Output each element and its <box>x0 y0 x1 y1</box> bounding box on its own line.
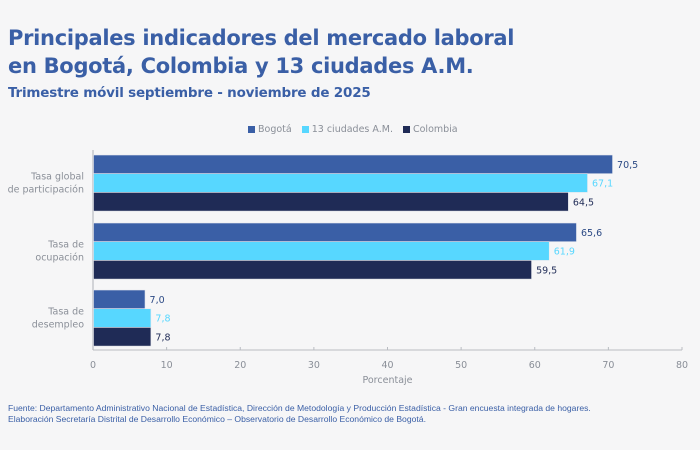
x-tick-label: 60 <box>529 360 541 371</box>
chart-title-line1: Principales indicadores del mercado labo… <box>8 26 515 50</box>
x-axis-title: Porcentaje <box>362 375 412 386</box>
bar-colombia <box>93 327 152 347</box>
bar-colombia <box>93 192 569 212</box>
bar-bogot- <box>93 289 146 310</box>
legend-item-colombia: Colombia <box>402 124 458 135</box>
bar-13-ciudades-a-m- <box>93 173 588 193</box>
bar-value-label: 67,1 <box>592 179 613 190</box>
legend-label-bogota: Bogotá <box>258 124 292 135</box>
bar-value-label: 70,5 <box>617 160 638 171</box>
bar-value-label: 7,8 <box>155 332 170 343</box>
category-label: de participación <box>8 185 84 196</box>
chart-title-line2: en Bogotá, Colombia y 13 ciudades A.M. <box>8 54 474 78</box>
x-tick-label: 40 <box>381 360 393 371</box>
legend-label-13-ciudades: 13 ciudades A.M. <box>311 124 393 135</box>
source-note: Fuente: Departamento Administrativo Naci… <box>8 403 591 425</box>
legend-item-13-ciudades: 13 ciudades A.M. <box>301 124 393 135</box>
bar-bogot- <box>93 222 577 243</box>
source-note-line1: Fuente: Departamento Administrativo Naci… <box>8 403 591 413</box>
x-tick-label: 70 <box>602 360 614 371</box>
x-tick-label: 20 <box>234 360 246 371</box>
source-note-line2: Elaboración Secretaría Distrital de Desa… <box>8 414 426 424</box>
bar-value-label: 7,0 <box>150 295 165 306</box>
category-label: Tasa global <box>30 172 84 183</box>
category-label: Tasa de <box>47 307 84 318</box>
x-tick-label: 0 <box>90 360 96 371</box>
legend-swatch-colombia <box>402 126 410 133</box>
chart-subtitle: Trimestre móvil septiembre - noviembre d… <box>8 85 371 101</box>
bar-bogot- <box>93 154 613 175</box>
legend-swatch-bogota <box>248 126 255 133</box>
bar-value-label: 65,6 <box>581 228 602 239</box>
bar-13-ciudades-a-m- <box>93 241 550 261</box>
bar-13-ciudades-a-m- <box>93 308 152 328</box>
legend-item-bogota: Bogotá <box>248 124 292 135</box>
legend-swatch-13-ciudades <box>301 126 309 133</box>
legend: Bogotá 13 ciudades A.M. Colombia <box>248 124 458 135</box>
x-tick-label: 30 <box>308 360 320 371</box>
category-label: desempleo <box>32 320 84 331</box>
chart-title: Principales indicadores del mercado labo… <box>8 24 688 80</box>
legend-label-colombia: Colombia <box>412 124 458 135</box>
category-label: ocupación <box>35 253 84 264</box>
x-tick-label: 80 <box>676 360 688 371</box>
x-tick-label: 50 <box>455 360 467 371</box>
bar-value-label: 7,8 <box>155 314 170 325</box>
bar-value-label: 61,9 <box>554 247 575 258</box>
bar-colombia <box>93 260 532 280</box>
category-label: Tasa de <box>47 240 84 251</box>
bar-value-label: 59,5 <box>536 265 557 276</box>
bar-value-label: 64,5 <box>573 197 594 208</box>
x-tick-label: 10 <box>161 360 173 371</box>
